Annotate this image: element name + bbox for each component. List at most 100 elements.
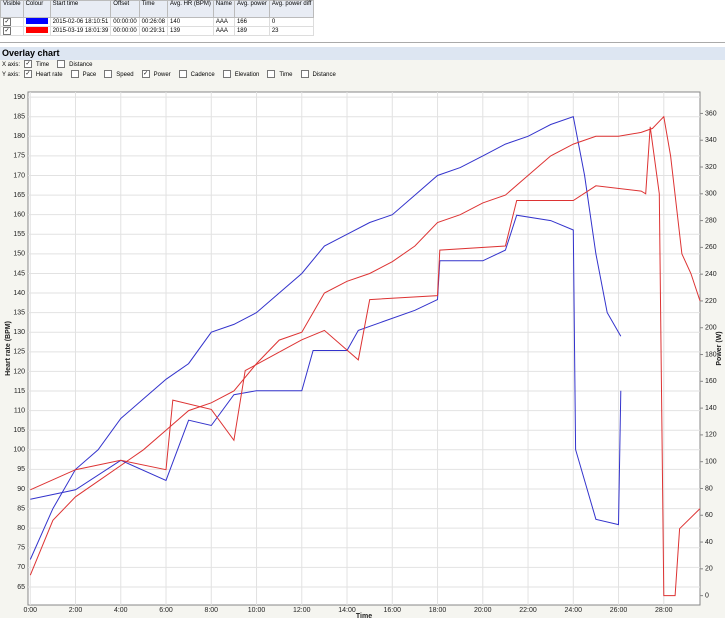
y2-tick-label: 260	[705, 244, 717, 251]
x-tick-label: 8:00	[204, 607, 218, 614]
option[interactable]: ✓ Heart rate	[23, 70, 67, 79]
checkbox[interactable]: ✓	[141, 70, 150, 79]
checkbox[interactable]	[70, 70, 79, 79]
ride-table: Visible Colour Start time Offset Time Avg. HR…	[0, 0, 725, 43]
column-header: Time	[138, 0, 169, 18]
x-tick-label: 4:00	[114, 607, 128, 614]
column-header: Name	[212, 0, 235, 18]
option[interactable]: Cadence	[178, 70, 219, 79]
panel-title: Overlay chart	[0, 47, 725, 60]
axis-option-label: Y axis:	[2, 72, 20, 78]
checkbox[interactable]	[104, 70, 113, 79]
checkbox[interactable]	[57, 60, 66, 69]
table-row: ✓ 2015-03-19 18:01:39 00:00:00 00:29:31 139 A…	[0, 26, 315, 36]
option-label: Speed	[116, 72, 134, 78]
y2-tick-label: 360	[705, 110, 717, 117]
option-label: Cadence	[190, 72, 215, 78]
option[interactable]: Distance	[300, 70, 340, 79]
option[interactable]: Speed	[104, 70, 137, 79]
x-tick-label: 20:00	[474, 607, 492, 614]
y2-tick-label: 80	[705, 485, 713, 492]
y2-tick-label: 0	[705, 592, 709, 599]
option-label: Time	[36, 62, 50, 68]
y-tick-label: 125	[13, 349, 25, 356]
option-label: Distance	[69, 62, 93, 68]
y-tick-label: 185	[13, 114, 25, 121]
y-tick-label: 70	[17, 564, 25, 571]
x-tick-label: 2:00	[69, 607, 83, 614]
y-tick-label: 65	[17, 584, 25, 591]
y2-tick-label: 120	[705, 432, 717, 439]
y-tick-label: 85	[17, 505, 25, 512]
y2-tick-label: 200	[705, 325, 717, 332]
x-axis-title: Time	[356, 613, 372, 618]
x-tick-label: 10:00	[248, 607, 266, 614]
option-label: Power	[153, 72, 171, 78]
checkbox[interactable]: ✓	[3, 27, 11, 35]
x-tick-label: 14:00	[338, 607, 356, 614]
x-tick-label: 24:00	[565, 607, 583, 614]
option[interactable]: Elevation	[222, 70, 264, 79]
y2-tick-label: 220	[705, 298, 717, 305]
column-header: Start time	[49, 0, 112, 18]
x-tick-label: 28:00	[655, 607, 673, 614]
option[interactable]: Pace	[70, 70, 101, 79]
x-tick-label: 16:00	[384, 607, 402, 614]
y2-tick-label: 140	[705, 405, 717, 412]
plot-area	[27, 91, 701, 606]
x-tick-label: 26:00	[610, 607, 628, 614]
option-label: Elevation	[234, 72, 260, 78]
table-row: ✓ 2015-02-06 18:10:51 00:00:00 00:26:08 140 A…	[0, 17, 315, 27]
option[interactable]: Distance	[57, 60, 96, 69]
data-line	[29, 115, 701, 576]
y-tick-label: 155	[13, 231, 25, 238]
cell: 00:29:31	[138, 26, 169, 36]
y-tick-label: 150	[13, 251, 25, 258]
x-tick-label: 0:00	[23, 607, 37, 614]
y2-tick-label: 160	[705, 378, 717, 385]
option[interactable]: ✓ Power	[141, 70, 175, 79]
option[interactable]: Time	[267, 70, 296, 79]
option-label: Heart rate	[35, 72, 63, 78]
y-tick-label: 75	[17, 545, 25, 552]
header-row: Visible Colour Start time Offset Time Avg. HR…	[0, 0, 315, 18]
y-axis-options: Y axis: ✓ Heart rate Pace Speed ✓ Power Cadence…	[0, 70, 725, 80]
checkbox[interactable]: ✓	[24, 60, 33, 69]
y2-tick-label: 340	[705, 137, 717, 144]
column-header: Offset	[110, 0, 140, 18]
checkbox[interactable]: ✓	[23, 70, 32, 79]
y-tick-label: 110	[14, 407, 25, 414]
checkbox[interactable]	[222, 70, 231, 79]
checkbox[interactable]	[267, 70, 276, 79]
y-tick-label: 100	[13, 447, 25, 454]
y-tick-label: 180	[13, 133, 25, 140]
cell: 23	[268, 26, 315, 36]
y2-tick-label: 40	[705, 539, 713, 546]
column-header: Colour	[22, 0, 51, 18]
y-tick-label: 190	[13, 94, 25, 101]
y-tick-label: 175	[13, 153, 25, 160]
option[interactable]: ✓ Time	[24, 60, 53, 69]
y-tick-label: 95	[17, 466, 25, 473]
y-tick-label: 120	[13, 368, 25, 375]
checkbox[interactable]	[300, 70, 309, 79]
checkbox[interactable]	[178, 70, 187, 79]
axis-option-label: X axis:	[2, 62, 21, 68]
cell	[22, 26, 51, 36]
y2-tick-label: 320	[705, 164, 717, 171]
y2-tick-label: 280	[705, 217, 717, 224]
checkbox[interactable]: ✓	[3, 18, 11, 26]
data-line	[30, 126, 701, 597]
y-tick-label: 160	[13, 212, 25, 219]
table: Visible Colour Start time Offset Time Avg. HR…	[0, 0, 315, 36]
y2-tick-label: 180	[705, 351, 717, 358]
y2-tick-label: 60	[705, 512, 713, 519]
y2-tick-label: 20	[705, 566, 713, 573]
y-tick-label: 140	[13, 290, 25, 297]
y2-tick-label: 300	[705, 191, 717, 198]
y-axis-title: Heart rate (BPM)	[5, 321, 12, 376]
x-tick-label: 18:00	[429, 607, 447, 614]
data-line	[30, 214, 622, 526]
